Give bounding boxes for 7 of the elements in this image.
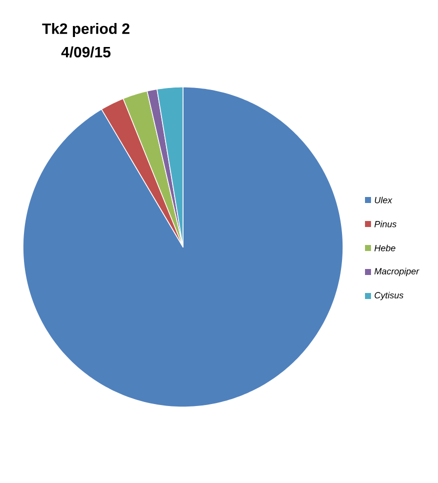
legend-label: Macropiper bbox=[374, 268, 420, 276]
chart-title: Tk2 period 2 bbox=[42, 23, 130, 37]
legend-label: Cytisus bbox=[374, 292, 404, 300]
legend-label: Hebe bbox=[374, 244, 396, 252]
legend-label: Ulex bbox=[374, 196, 392, 204]
chart-subtitle: 4/09/15 bbox=[61, 46, 111, 58]
legend-label: Pinus bbox=[374, 220, 396, 228]
